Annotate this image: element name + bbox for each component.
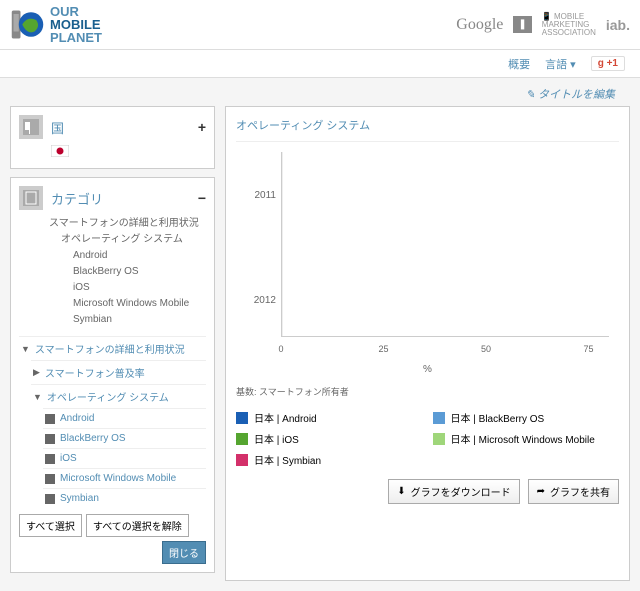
expand-icon[interactable]: + <box>198 119 206 135</box>
language-link[interactable]: 言語 ▾ <box>545 56 576 72</box>
collapse-icon[interactable]: − <box>198 190 206 206</box>
share-button[interactable]: ➦グラフを共有 <box>528 479 619 504</box>
chart-footnote: 基数: スマートフォン所有者 <box>236 385 619 398</box>
legend-item: 日本 | iOS <box>236 431 423 446</box>
legend-item: 日本 | Android <box>236 410 423 425</box>
tree-os-item[interactable]: Android <box>43 408 206 428</box>
tree-root[interactable]: ▼スマートフォンの詳細と利用状況 <box>19 336 206 360</box>
category-tree: ▼スマートフォンの詳細と利用状況 ▶スマートフォン普及率 ▼オペレーティング シ… <box>19 336 206 508</box>
download-icon: ⬇ <box>397 486 405 497</box>
legend-item: 日本 | Microsoft Windows Mobile <box>433 431 620 446</box>
google-logo: Google <box>456 16 503 34</box>
bar-chart: 025507520112012 <box>236 152 619 362</box>
download-button[interactable]: ⬇グラフをダウンロード <box>388 479 519 504</box>
category-label: カテゴリ <box>51 189 190 208</box>
japan-flag-icon <box>51 145 69 157</box>
chart-title: オペレーティング システム <box>236 117 619 142</box>
mma-logo: 📱 MOBILEMARKETINGASSOCIATION <box>542 13 596 37</box>
share-icon: ➦ <box>537 486 545 497</box>
x-axis-label: % <box>236 364 619 375</box>
planet-icon <box>10 7 45 42</box>
iab-logo: iab. <box>606 17 630 33</box>
tree-os-item[interactable]: Microsoft Windows Mobile <box>43 468 206 488</box>
plus-one-button[interactable]: g +1 <box>591 56 625 71</box>
tree-os-item[interactable]: iOS <box>43 448 206 468</box>
chart-legend: 日本 | Android 日本 | BlackBerry OS 日本 | iOS 日本… <box>236 410 619 467</box>
country-icon <box>19 115 43 139</box>
subheader: 概要 言語 ▾ g +1 <box>0 50 640 78</box>
tree-os-item[interactable]: Symbian <box>43 488 206 508</box>
deselect-all-button[interactable]: すべての選択を解除 <box>86 514 189 537</box>
sidebar: 国 + カテゴリ − スマートフォンの詳細と利用状況オペレーティング システムA… <box>10 106 215 581</box>
header-partners: Google ❚ 📱 MOBILEMARKETINGASSOCIATION ia… <box>456 13 630 37</box>
tree-node[interactable]: ▶スマートフォン普及率 <box>31 360 206 384</box>
select-all-button[interactable]: すべて選択 <box>19 514 82 537</box>
logo: OUR MOBILE PLANET <box>10 5 102 44</box>
country-label: 国 <box>51 118 190 137</box>
legend-item: 日本 | BlackBerry OS <box>433 410 620 425</box>
title-edit[interactable]: ✎ タイトルを編集 <box>0 78 640 106</box>
close-button[interactable]: 閉じる <box>162 541 206 564</box>
overview-link[interactable]: 概要 <box>508 56 530 72</box>
partner-icon: ❚ <box>513 16 531 33</box>
legend-item: 日本 | Symbian <box>236 452 423 467</box>
country-panel: 国 + <box>10 106 215 169</box>
category-panel: カテゴリ − スマートフォンの詳細と利用状況オペレーティング システムAndro… <box>10 177 215 573</box>
tree-node[interactable]: ▼オペレーティング システム <box>31 384 206 408</box>
tree-os-item[interactable]: BlackBerry OS <box>43 428 206 448</box>
header: OUR MOBILE PLANET Google ❚ 📱 MOBILEMARKE… <box>0 0 640 50</box>
chart-panel: オペレーティング システム 025507520112012 % 基数: スマート… <box>225 106 630 581</box>
category-icon <box>19 186 43 210</box>
